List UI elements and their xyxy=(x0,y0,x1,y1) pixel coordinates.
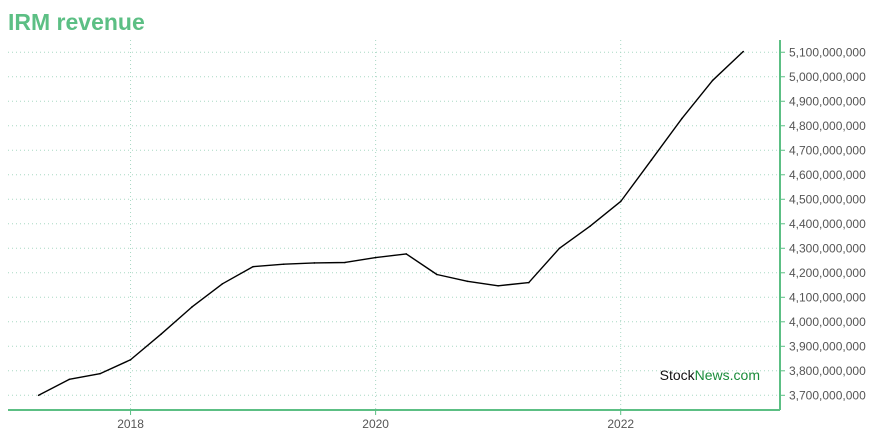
y-tick-label: 4,500,000,000 xyxy=(789,192,866,206)
data-point xyxy=(558,247,561,250)
y-tick-label: 4,000,000,000 xyxy=(789,315,866,329)
watermark-stock: Stock xyxy=(660,367,696,383)
data-point xyxy=(436,273,438,276)
data-point xyxy=(191,306,193,308)
data-point xyxy=(344,261,346,264)
y-tick-label: 4,700,000,000 xyxy=(789,143,866,157)
data-point xyxy=(497,284,499,287)
x-tick-labels: 2018 2020 2022 xyxy=(117,417,634,431)
watermark-dotcom: .com xyxy=(730,367,760,383)
data-point xyxy=(711,79,714,82)
data-point xyxy=(252,265,254,268)
chart-title: IRM revenue xyxy=(8,9,145,35)
data-point xyxy=(160,333,162,335)
y-tick-label: 4,300,000,000 xyxy=(789,241,866,255)
data-point xyxy=(681,117,683,120)
data-point xyxy=(37,394,40,397)
x-tick-label: 2022 xyxy=(607,417,634,431)
stocknews-watermark: StockNews.com xyxy=(660,367,760,383)
y-tick-label: 5,100,000,000 xyxy=(789,45,866,59)
y-tick-label: 3,700,000,000 xyxy=(789,388,866,402)
data-point xyxy=(527,281,530,284)
data-point xyxy=(619,200,622,203)
y-tick-label: 4,400,000,000 xyxy=(789,217,866,231)
y-tick-label: 4,200,000,000 xyxy=(789,266,866,280)
data-point xyxy=(221,283,224,285)
data-point xyxy=(313,262,316,264)
y-tick-label: 5,000,000,000 xyxy=(789,70,866,84)
data-point xyxy=(282,263,285,266)
y-tick-label: 3,800,000,000 xyxy=(789,364,866,378)
data-point xyxy=(68,378,71,381)
data-point xyxy=(129,358,132,361)
y-tick-label: 3,900,000,000 xyxy=(789,339,866,353)
data-point xyxy=(650,159,653,161)
y-tick-label: 4,100,000,000 xyxy=(789,290,866,304)
y-tick-label: 4,900,000,000 xyxy=(789,94,866,108)
y-tick-label: 4,600,000,000 xyxy=(789,168,866,182)
x-tick-label: 2018 xyxy=(117,417,144,431)
y-tick-labels: 3,700,000,000 3,800,000,000 3,900,000,000 4… xyxy=(789,45,866,402)
watermark-news: News xyxy=(695,367,730,383)
data-point xyxy=(405,253,408,255)
grid-lines xyxy=(8,40,780,410)
data-series xyxy=(37,50,745,397)
data-point xyxy=(99,372,101,375)
data-point xyxy=(374,256,377,259)
data-point xyxy=(589,225,591,228)
revenue-series-line xyxy=(38,51,744,396)
data-point xyxy=(466,280,469,283)
x-tick-label: 2020 xyxy=(362,417,389,431)
y-tick-label: 4,800,000,000 xyxy=(789,119,866,133)
axes xyxy=(8,40,785,415)
data-point xyxy=(742,50,745,53)
